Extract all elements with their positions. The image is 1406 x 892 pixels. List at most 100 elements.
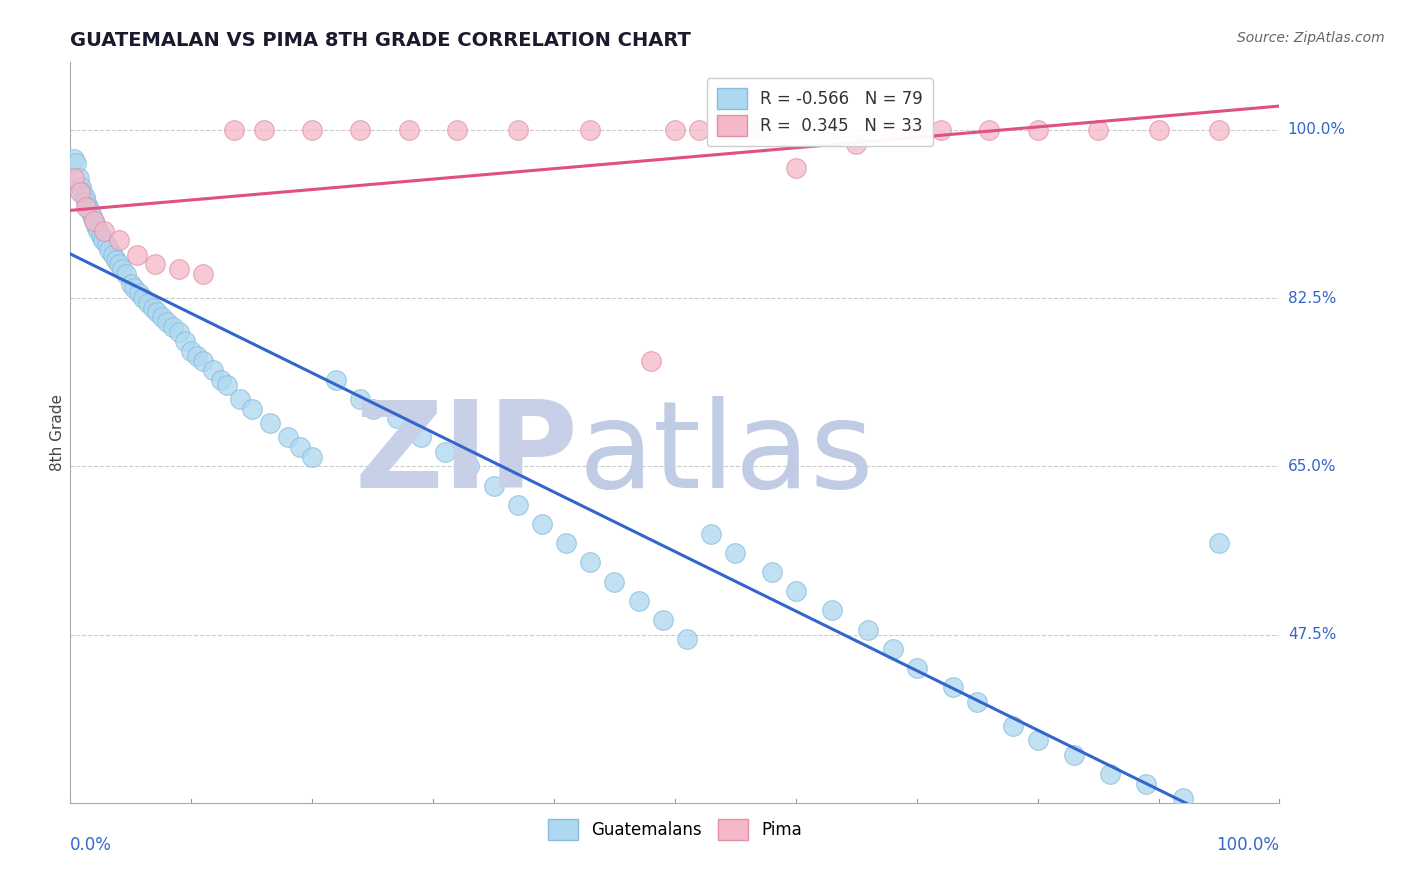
Point [120, 277, 142, 291]
Point [942, 681, 965, 695]
Point [98, 243, 121, 257]
Text: 100.0%: 100.0% [1216, 836, 1279, 855]
Point [156, 315, 179, 329]
Point [1171, 791, 1194, 805]
Point [91, 233, 114, 247]
Point [579, 556, 602, 570]
Point [1063, 747, 1085, 762]
Point [107, 233, 129, 247]
Point [72, 186, 94, 200]
Point [93, 224, 115, 238]
Point [966, 695, 988, 709]
Point [211, 373, 233, 387]
Point [143, 257, 166, 271]
Point [1002, 719, 1025, 733]
Point [73, 190, 96, 204]
Point [79, 204, 101, 219]
Point [146, 305, 169, 319]
Point [301, 450, 323, 464]
Point [845, 137, 868, 152]
Point [821, 603, 844, 617]
Point [409, 430, 432, 444]
Text: 82.5%: 82.5% [1288, 291, 1336, 305]
Point [506, 498, 529, 512]
Text: ZIP: ZIP [354, 396, 578, 513]
Point [132, 291, 155, 305]
Point [640, 353, 662, 368]
Point [174, 334, 197, 349]
Point [277, 430, 299, 444]
Point [228, 392, 250, 406]
Point [530, 516, 553, 531]
Y-axis label: 8th Grade: 8th Grade [49, 394, 65, 471]
Point [979, 122, 1001, 136]
Point [579, 122, 602, 136]
Point [162, 319, 184, 334]
Point [651, 613, 673, 627]
Point [761, 565, 783, 579]
Point [506, 122, 529, 136]
Point [882, 122, 904, 136]
Point [128, 286, 150, 301]
Point [398, 122, 420, 136]
Point [929, 122, 952, 136]
Point [325, 373, 347, 387]
Point [676, 632, 699, 647]
Point [603, 574, 626, 589]
Point [1026, 122, 1049, 136]
Point [96, 238, 118, 252]
Point [69, 186, 91, 200]
Text: 47.5%: 47.5% [1288, 627, 1336, 642]
Point [186, 349, 208, 363]
Point [1147, 122, 1170, 136]
Text: Source: ZipAtlas.com: Source: ZipAtlas.com [1237, 31, 1385, 45]
Point [482, 478, 505, 492]
Legend: Guatemalans, Pima: Guatemalans, Pima [541, 813, 808, 847]
Point [1026, 733, 1049, 747]
Point [785, 161, 807, 176]
Text: 100.0%: 100.0% [1288, 122, 1346, 137]
Point [1099, 767, 1122, 781]
Point [385, 411, 408, 425]
Point [1208, 122, 1230, 136]
Point [259, 416, 281, 430]
Point [83, 214, 105, 228]
Point [111, 262, 134, 277]
Point [748, 122, 770, 136]
Point [446, 122, 468, 136]
Point [150, 310, 173, 325]
Point [105, 252, 128, 267]
Point [193, 267, 215, 281]
Point [90, 228, 111, 243]
Point [84, 219, 107, 233]
Point [75, 194, 97, 209]
Point [63, 152, 86, 166]
Point [1208, 536, 1230, 550]
Point [240, 401, 263, 416]
Point [70, 180, 93, 194]
Point [65, 156, 87, 170]
Point [724, 546, 747, 560]
Point [434, 445, 457, 459]
Text: GUATEMALAN VS PIMA 8TH GRADE CORRELATION CHART: GUATEMALAN VS PIMA 8TH GRADE CORRELATION… [70, 30, 692, 50]
Point [627, 594, 650, 608]
Point [136, 295, 159, 310]
Point [301, 122, 323, 136]
Point [83, 214, 105, 228]
Point [141, 301, 163, 315]
Point [107, 257, 129, 271]
Text: atlas: atlas [578, 396, 873, 513]
Point [167, 325, 190, 339]
Point [555, 536, 578, 550]
Point [63, 170, 86, 185]
Point [125, 248, 148, 262]
Point [821, 122, 844, 136]
Point [193, 353, 215, 368]
Point [785, 584, 807, 599]
Point [361, 401, 384, 416]
Point [80, 209, 103, 223]
Point [115, 267, 138, 281]
Text: 0.0%: 0.0% [70, 836, 112, 855]
Point [664, 122, 686, 136]
Point [688, 122, 710, 136]
